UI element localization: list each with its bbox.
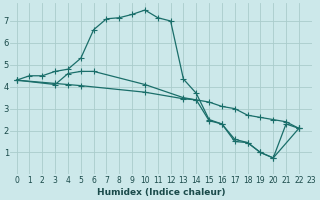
X-axis label: Humidex (Indice chaleur): Humidex (Indice chaleur) [97,188,225,197]
